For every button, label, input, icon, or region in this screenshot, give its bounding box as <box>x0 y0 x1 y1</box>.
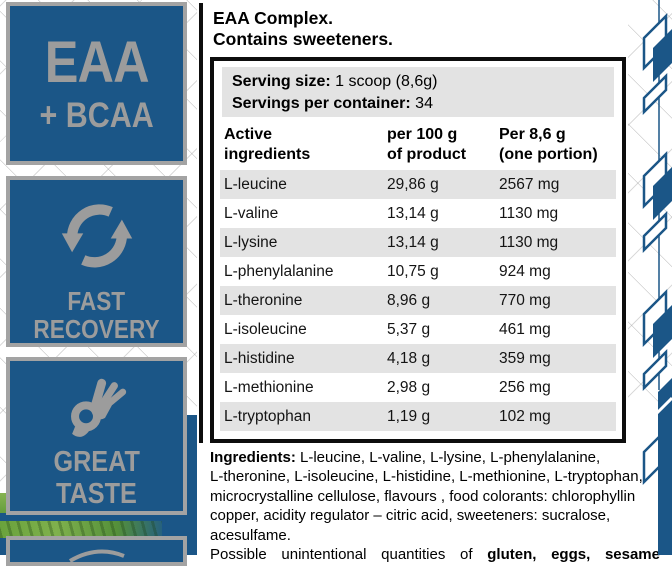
ingredients-line: Ingredients: L-leucine, L-valine, L-lysi… <box>210 449 601 466</box>
table-body: L-leucine 29,86 g 2567 mg L-valine 13,14 g 11… <box>220 170 616 431</box>
table-cell-per-100g-value: 4,18 g <box>387 349 431 367</box>
label-edge-rule <box>199 3 203 443</box>
table-cell-per-portion-value: 359 mg <box>499 349 551 367</box>
table-cell-per-portion-value: 770 mg <box>499 291 551 309</box>
ingredients-line: L-theronine, L-isoleucine, L-histidine, … <box>210 468 643 486</box>
brand-ribbon-pattern-icon <box>642 0 672 555</box>
table-row: L-isoleucine 5,37 g 461 mg <box>220 315 616 344</box>
badge-great-taste: GREAT TASTE <box>6 357 187 515</box>
table-cell-per-100g-value: 2,98 g <box>387 378 431 396</box>
table-cell-ingredient-name: L-isoleucine <box>224 320 307 338</box>
table-row: L-tryptophan 1,19 g 102 mg <box>220 402 616 431</box>
table-row: L-methionine 2,98 g 256 mg <box>220 373 616 402</box>
table-header-row: Active ingredients per 100 g of product … <box>220 119 616 170</box>
ingredients-line: copper, acidity regulator – citric acid,… <box>210 507 611 525</box>
table-cell-ingredient-name: L-histidine <box>224 349 295 367</box>
badge-great-text: GREAT <box>53 446 140 479</box>
servings-per-container-value: 34 <box>415 94 433 112</box>
servings-per-container-line: Servings per container: 34 <box>232 93 604 115</box>
table-cell-per-portion-value: 256 mg <box>499 378 551 396</box>
table-row: L-phenylalanine 10,75 g 924 mg <box>220 257 616 286</box>
table-row: L-histidine 4,18 g 359 mg <box>220 344 616 373</box>
table-cell-per-100g-value: 10,75 g <box>387 262 439 280</box>
badge-eaa-text: EAA <box>44 30 150 95</box>
badge-taste-text: TASTE <box>56 478 137 511</box>
table-row: L-valine 13,14 g 1130 mg <box>220 199 616 228</box>
table-cell-per-100g-value: 29,86 g <box>387 175 439 193</box>
table-cell-per-portion-value: 1130 mg <box>499 204 559 222</box>
badge-bcaa-text: + BCAA <box>39 96 154 135</box>
badge-fast-recovery: FAST RECOVERY <box>6 176 187 347</box>
table-cell-ingredient-name: L-theronine <box>224 291 303 309</box>
product-title-block: EAA Complex. Contains sweeteners. <box>213 8 393 50</box>
serving-info-box: Serving size: 1 scoop (8,6g) Servings pe… <box>222 67 614 117</box>
ingredients-paragraph: Ingredients: L-leucine, L-valine, L-lysi… <box>210 448 660 564</box>
table-cell-per-portion-value: 461 mg <box>499 320 551 338</box>
table-cell-ingredient-name: L-valine <box>224 204 279 222</box>
ingredients-line: acesulfame. <box>210 526 291 544</box>
refresh-arrows-icon <box>61 204 132 268</box>
table-row: L-theronine 8,96 g 770 mg <box>220 286 616 315</box>
column-header-active-ingredients: Active ingredients <box>224 126 311 163</box>
serving-size-value: 1 scoop (8,6g) <box>335 73 438 90</box>
table-cell-ingredient-name: L-leucine <box>224 175 287 193</box>
table-cell-per-portion-value: 924 mg <box>499 262 551 280</box>
table-cell-per-100g-value: 5,37 g <box>387 320 431 338</box>
table-cell-per-portion-value: 1130 mg <box>499 233 559 251</box>
servings-per-container-label: Servings per container: <box>232 94 411 112</box>
table-cell-ingredient-name: L-phenylalanine <box>224 262 334 280</box>
badge-fast-text: FAST <box>67 285 126 316</box>
product-subtitle: Contains sweeteners. <box>213 29 393 49</box>
ok-hand-icon <box>70 378 126 437</box>
table-cell-per-portion-value: 2567 mg <box>499 175 560 193</box>
table-cell-per-100g-value: 8,96 g <box>387 291 431 309</box>
table-cell-per-100g-value: 13,14 g <box>387 204 439 222</box>
table-cell-ingredient-name: L-lysine <box>224 233 278 251</box>
sidebar-background: EAA + BCAA FAST RECOVERY <box>0 0 197 566</box>
swoosh-icon <box>68 549 125 562</box>
grass-image-band <box>0 521 162 538</box>
table-cell-per-100g-value: 13,14 g <box>387 233 439 251</box>
table-cell-ingredient-name: L-methionine <box>224 378 314 396</box>
label-main-panel: EAA Complex. Contains sweeteners. Servin… <box>197 0 672 563</box>
column-header-per-portion: Per 8,6 g (one portion) <box>499 126 598 163</box>
table-row: L-lysine 13,14 g 1130 mg <box>220 228 616 257</box>
serving-size-label: Serving size: <box>232 73 331 90</box>
table-cell-per-portion-value: 102 mg <box>499 407 551 425</box>
badge-partial <box>6 536 187 566</box>
table-cell-per-100g-value: 1,19 g <box>387 407 431 425</box>
table-row: L-leucine 29,86 g 2567 mg <box>220 170 616 199</box>
blue-side-strip <box>185 415 197 555</box>
badge-recovery-text: RECOVERY <box>33 313 160 344</box>
ingredients-line: microcrystalline cellulose, flavours , f… <box>210 487 636 505</box>
table-cell-ingredient-name: L-tryptophan <box>224 407 312 425</box>
column-header-per-100g: per 100 g of product <box>387 126 467 163</box>
badge-eaa-bcaa: EAA + BCAA <box>6 2 187 165</box>
product-title: EAA Complex. <box>213 8 333 28</box>
serving-size-line: Serving size: 1 scoop (8,6g) <box>232 71 604 93</box>
nutrition-facts-table: Serving size: 1 scoop (8,6g) Servings pe… <box>210 57 626 443</box>
